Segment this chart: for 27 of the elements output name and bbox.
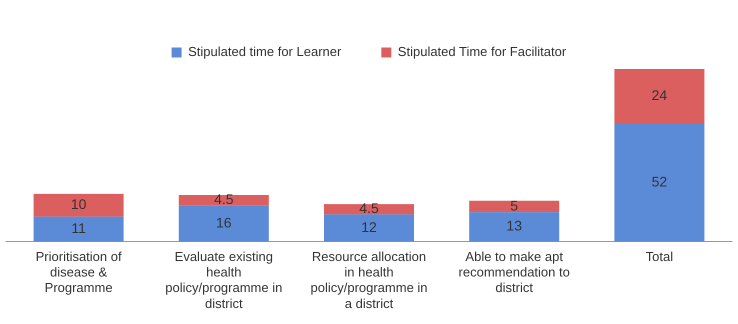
x-tick-label: Resource allocation in health policy/programme in a district (310, 248, 428, 311)
bar (324, 214, 414, 242)
bar (469, 212, 560, 242)
data-label: 4.5 (359, 200, 379, 216)
bar (614, 124, 704, 242)
bar (34, 216, 124, 242)
bar (34, 194, 124, 217)
data-label: 24 (652, 87, 668, 104)
bar (614, 69, 704, 124)
x-tick-label: Total (646, 248, 674, 264)
data-label: 16 (216, 214, 232, 230)
legend-label: Stipulated Time for Facilitator (398, 44, 567, 60)
x-tick-label: Prioritisation of disease & Programme (36, 248, 122, 296)
data-label: 10 (70, 196, 87, 212)
data-label: 4.5 (214, 191, 234, 208)
legend-label: Stipulated time for Learner (188, 44, 342, 60)
x-tick-label: Able to make apt recommendation to district (458, 248, 570, 296)
bar (469, 200, 560, 212)
data-label: 52 (652, 173, 668, 190)
data-label: 12 (361, 218, 377, 235)
x-tick-label: Evaluate existing health policy/programme in district (165, 248, 282, 311)
bar (324, 204, 414, 214)
bar (178, 195, 269, 206)
data-label: 5 (510, 197, 518, 214)
data-label: 11 (71, 220, 86, 236)
data-label: 13 (506, 218, 522, 234)
bar (178, 205, 269, 242)
